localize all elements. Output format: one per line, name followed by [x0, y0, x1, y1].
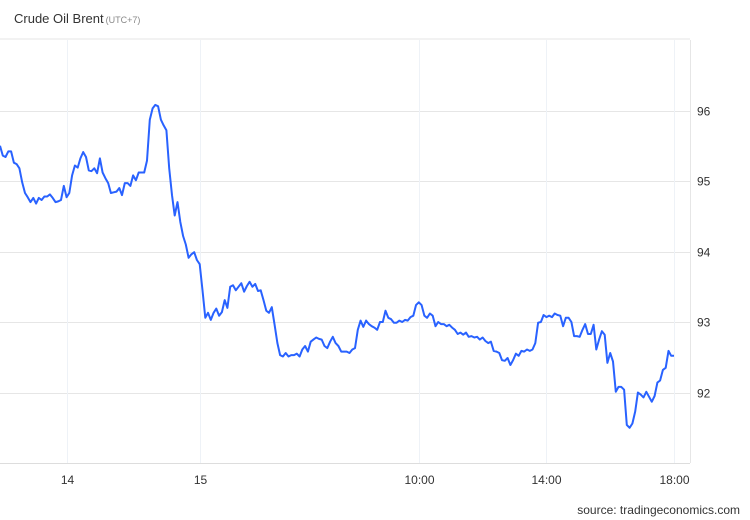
- title-text: Crude Oil Brent: [14, 11, 104, 26]
- x-tick-label: 14: [61, 473, 75, 487]
- y-tick-label: 95: [697, 175, 711, 189]
- y-tick-label: 92: [697, 387, 711, 401]
- y-tick-label: 96: [697, 105, 711, 119]
- source-label: source: tradingeconomics.com: [577, 503, 740, 517]
- y-tick-label: 93: [697, 316, 711, 330]
- price-chart: 92 93 94 95 96 14 15 10:00 14:00 18:00: [0, 38, 711, 487]
- x-tick-label: 18:00: [659, 473, 689, 487]
- timezone-label: (UTC+7): [105, 15, 141, 25]
- x-tick-label: 14:00: [531, 473, 561, 487]
- x-tick-label: 10:00: [404, 473, 434, 487]
- chart-title: Crude Oil Brent (UTC+7): [14, 11, 140, 26]
- y-tick-label: 94: [697, 246, 711, 260]
- price-series-line: [0, 103, 674, 429]
- x-tick-label: 15: [194, 473, 208, 487]
